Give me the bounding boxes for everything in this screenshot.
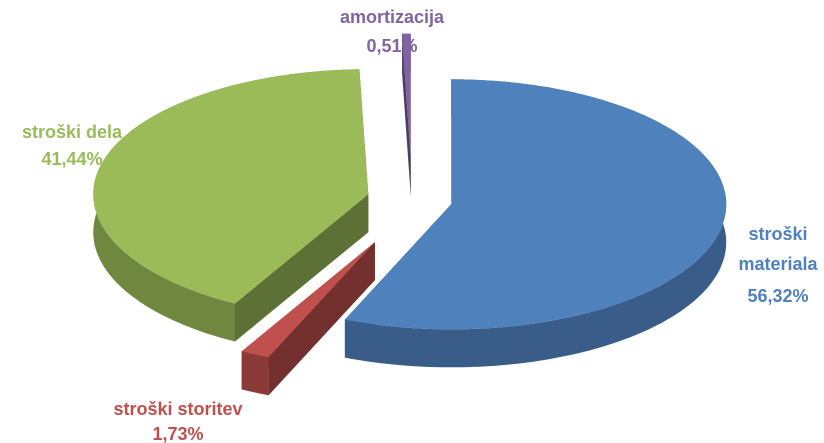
slice	[93, 69, 369, 342]
value-label: 41,44%	[41, 149, 102, 169]
slice-side	[235, 194, 369, 342]
slice-top	[344, 79, 727, 330]
value-label: 1,73%	[152, 424, 203, 443]
slice-label: stroški materiala	[738, 224, 818, 274]
slice-label: stroški dela	[22, 122, 123, 142]
slice	[402, 33, 411, 197]
slice-label: amortizacija	[340, 7, 445, 27]
value-label: 56,32%	[747, 286, 808, 306]
slice-top	[241, 242, 375, 358]
slice-top	[93, 69, 369, 304]
slice-label: stroški storitev	[113, 399, 242, 419]
slice-top	[402, 33, 411, 159]
slice	[344, 79, 727, 368]
slice	[241, 242, 375, 396]
slice-wall	[344, 79, 727, 368]
slice-side	[241, 242, 375, 390]
value-label: 0,51%	[366, 36, 417, 56]
slice-side	[402, 33, 411, 197]
slice-wall	[241, 351, 269, 396]
